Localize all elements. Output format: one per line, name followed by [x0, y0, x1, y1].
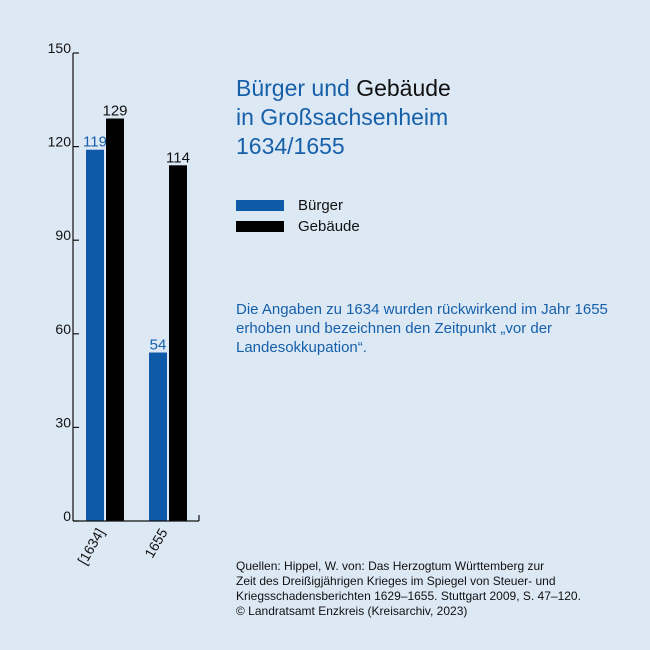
bar-buerger	[86, 149, 104, 521]
bar-value-label: 129	[102, 103, 127, 120]
y-tick-label: 150	[48, 40, 72, 56]
y-tick-label: 0	[63, 508, 71, 524]
bar-value-label: 119	[83, 134, 107, 151]
chart-title: Bürger und Gebäude in Großsachsenheim 16…	[236, 74, 451, 161]
legend-label-buerger: Bürger	[298, 197, 344, 214]
bar-value-label: 114	[166, 149, 190, 166]
legend-swatch-gebaeude	[236, 221, 284, 232]
bar-gebaeude	[169, 165, 187, 521]
x-axis: [1634] 1655	[73, 515, 200, 568]
bar-gebaeude	[106, 118, 124, 522]
source-line-1: Quellen: Hippel, W. von: Das Herzogtum W…	[236, 559, 545, 573]
y-tick-label: 60	[55, 321, 71, 337]
title-line-1: Bürger und Gebäude	[236, 74, 451, 103]
y-tick-label: 30	[55, 414, 71, 430]
legend: Bürger Gebäude	[236, 195, 360, 237]
y-tick-label: 120	[48, 134, 72, 150]
note-text: Die Angaben zu 1634 wurden rückwirkend i…	[236, 301, 608, 356]
title-part-citizens: Bürger und	[236, 75, 357, 101]
bar-value-label: 54	[150, 337, 167, 354]
legend-swatch-buerger	[236, 200, 284, 211]
bar-buerger	[149, 352, 167, 521]
title-line-2: in Großsachsenheim	[236, 104, 449, 130]
source-line-4: © Landratsamt Enzkreis (Kreisarchiv, 202…	[236, 604, 468, 618]
x-category-label: 1655	[141, 525, 171, 560]
source-line-3: Kriegsschadensberichten 1629–1655. Stutt…	[236, 589, 581, 603]
y-tick-label: 90	[55, 227, 71, 243]
source-block: Quellen: Hippel, W. von: Das Herzogtum W…	[236, 559, 636, 619]
legend-item-buerger: Bürger	[236, 195, 360, 216]
title-part-buildings: Gebäude	[356, 75, 451, 101]
y-axis: 0 30 60 90 120 150	[48, 40, 79, 524]
title-line-3: 1634/1655	[236, 133, 345, 159]
bars: 119 129 54 114	[83, 103, 190, 522]
legend-label-gebaeude: Gebäude	[298, 218, 360, 235]
legend-item-gebaeude: Gebäude	[236, 216, 360, 237]
source-line-2: Zeit des Dreißigjährigen Krieges im Spie…	[236, 574, 556, 588]
x-category-label: [1634]	[74, 526, 107, 568]
